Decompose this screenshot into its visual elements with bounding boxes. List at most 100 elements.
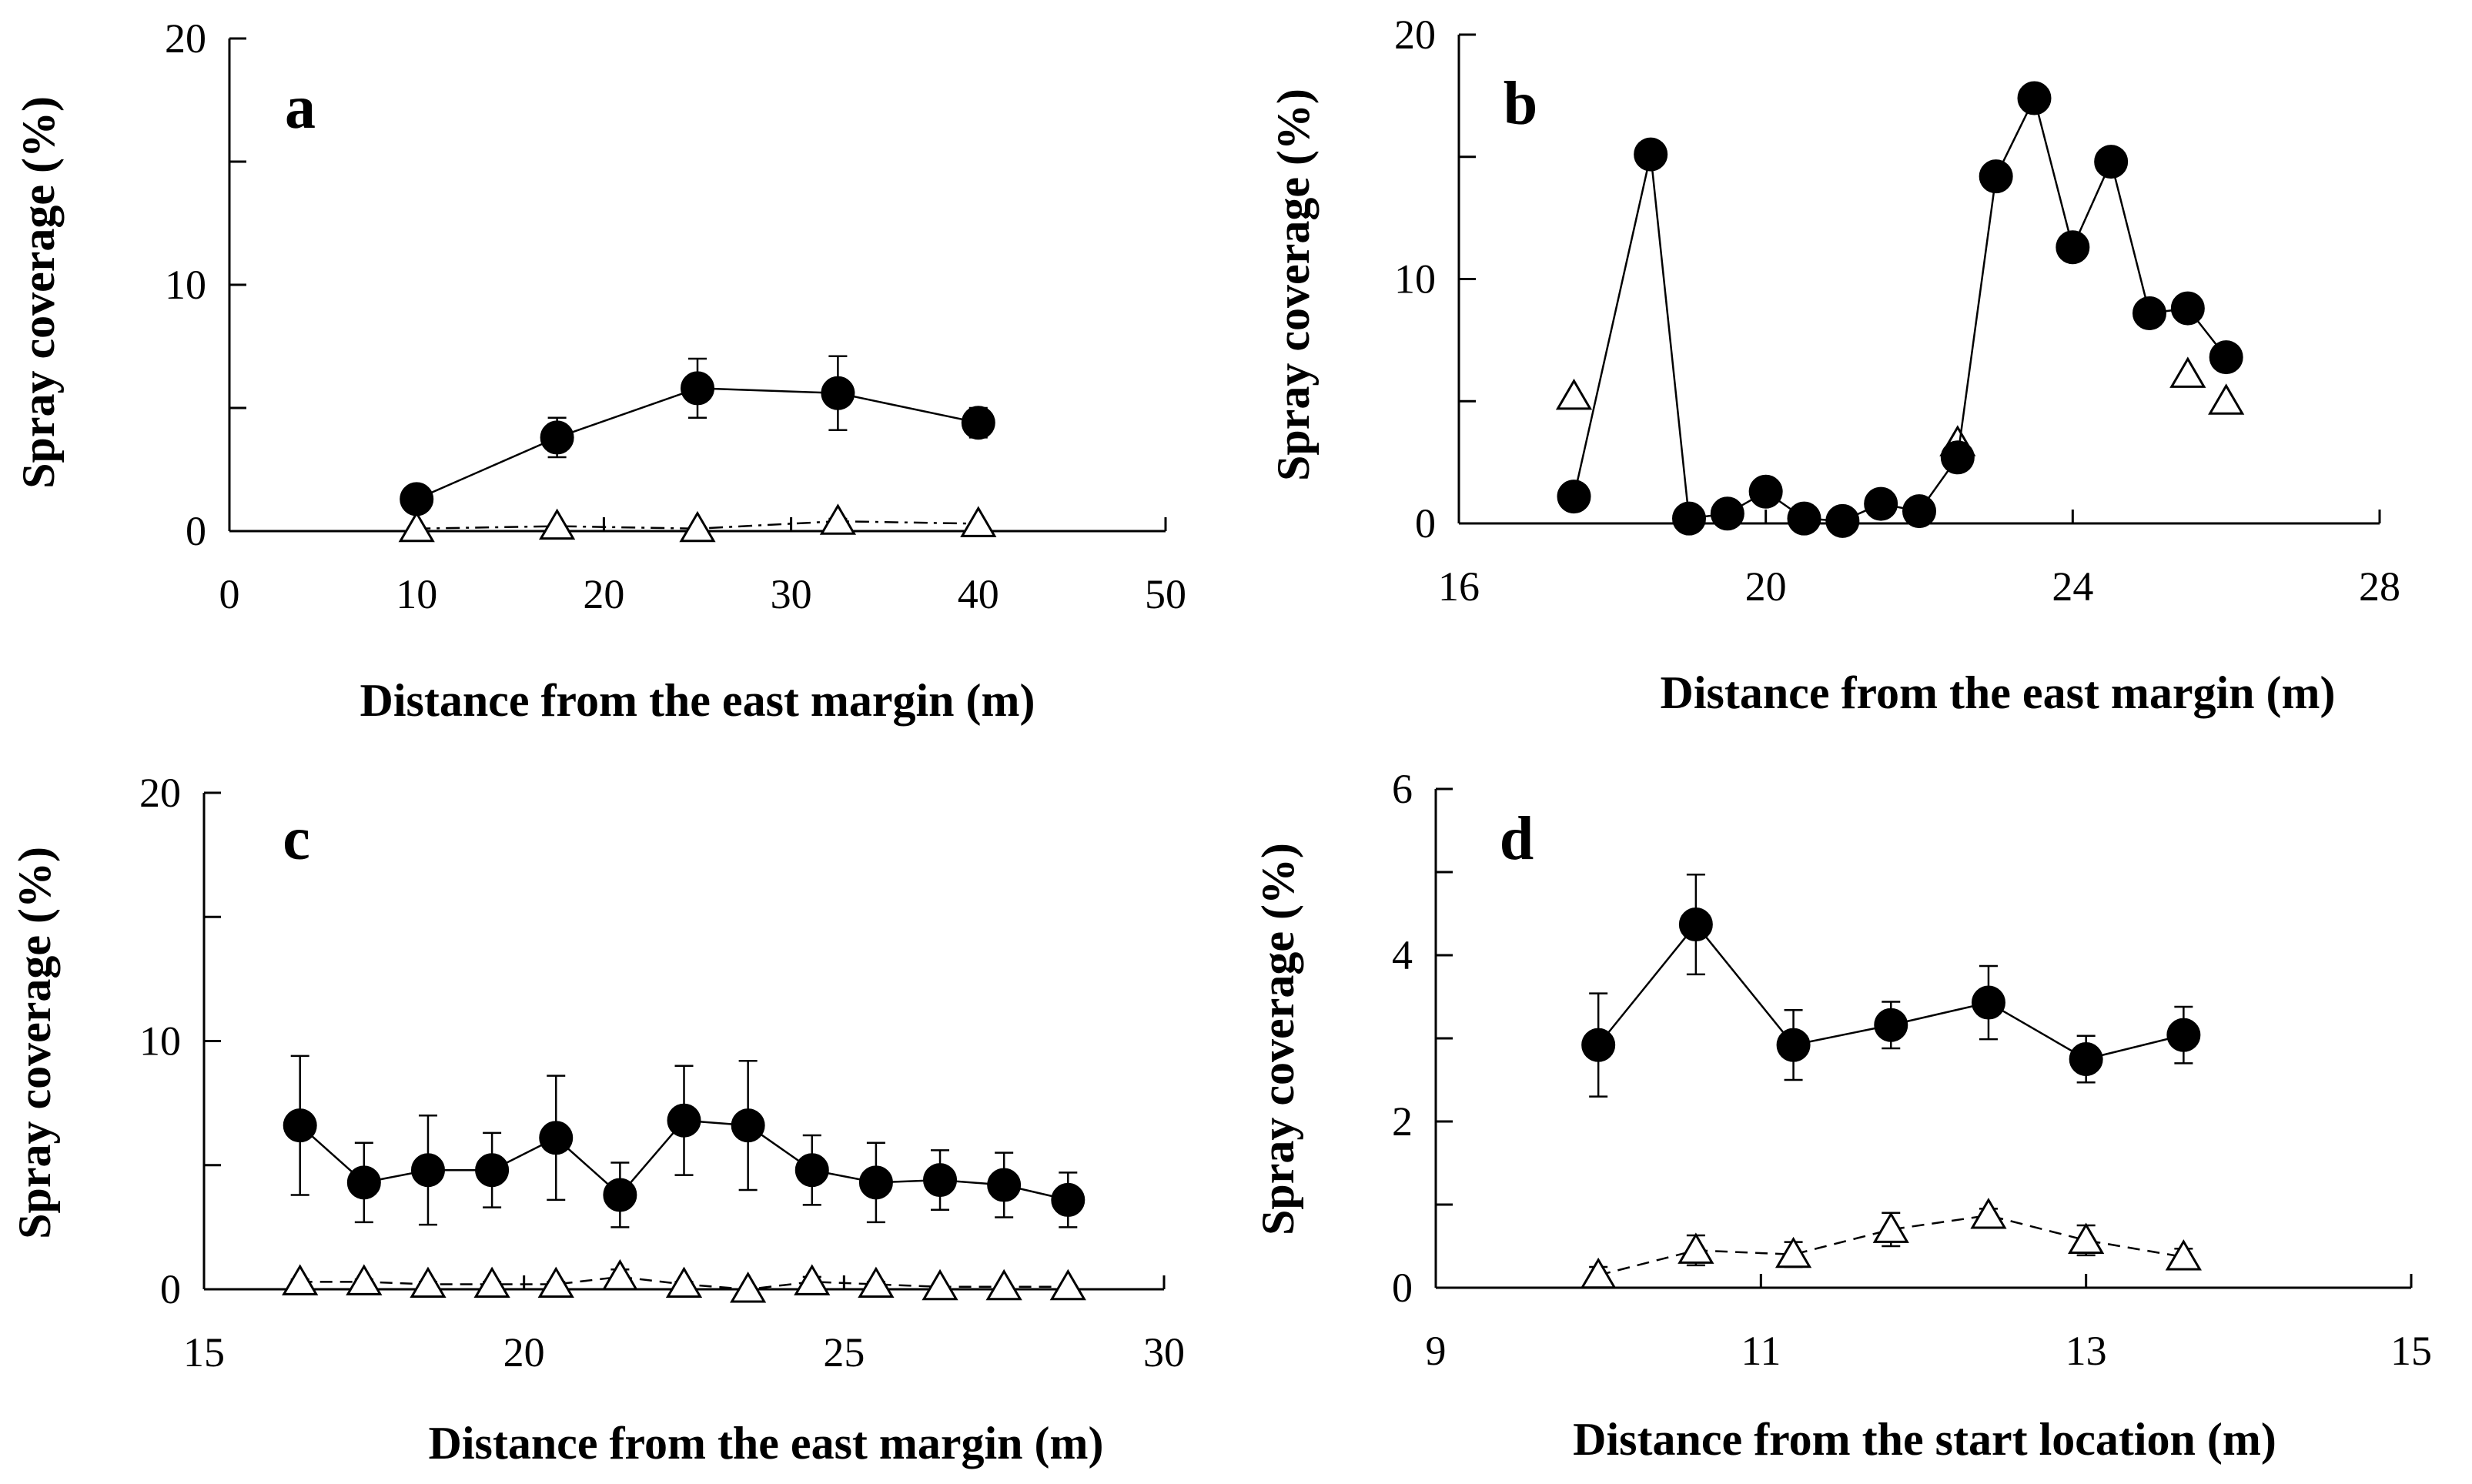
panel-d: 0 2 4 6 9 11 13 15 Distance from the start locat… [1253,766,2432,1465]
x-tick-label: 25 [823,1329,865,1375]
y-tick-label: 0 [1392,1265,1413,1311]
series-line [1574,99,2226,521]
chart-figure: 010200 10 20 30 40 50Distance from the east m… [0,0,2472,1484]
x-tick-label: 15 [2390,1328,2432,1374]
x-tick-label: 28 [2359,563,2400,610]
data-point-circle [988,1169,1020,1202]
y-tick-label: 0 [160,1266,181,1312]
y-tick-label: 2 [1392,1098,1413,1145]
data-point-circle [2070,1043,2102,1075]
panel-a: 0 10 20 0 10 20 30 40 50 Distance from the east m… [13,15,1186,726]
data-point-circle [1980,160,2012,192]
y-tick-label: 20 [1394,12,1436,58]
data-point-circle [1903,495,1935,527]
data-point-circle [1582,1029,1614,1061]
x-tick-label: 15 [183,1329,225,1375]
data-point-triangle [962,508,995,536]
data-point-circle [1711,497,1744,530]
data-point-circle [1826,505,1858,537]
data-point-triangle [668,1269,701,1297]
x-axis-label: Distance from the east margin (m) [428,1418,1103,1469]
panel-label: a [285,74,316,142]
data-point-circle [2167,1019,2199,1051]
y-tick-label: 10 [139,1018,181,1065]
data-point-circle [1673,503,1705,535]
data-point-circle [284,1109,316,1141]
panel-c: 0 10 20 15 20 25 30 Distance from the east marg… [9,770,1185,1469]
data-point-triangle [400,513,433,541]
y-tick-label: 6 [1392,766,1413,812]
data-point-circle [2172,292,2204,325]
panel-label: d [1500,805,1534,873]
y-axis-label: Spray coverage (%) [13,96,64,489]
data-point-circle [796,1154,828,1186]
series-open-triangles [284,1262,1085,1302]
x-tick-label: 50 [1145,571,1186,617]
x-axis-label: Distance from the east margin (m) [1660,667,2335,718]
data-point-triangle [604,1262,636,1289]
data-point-circle [1558,480,1591,513]
data-point-circle [1972,987,2005,1019]
data-point-circle [668,1105,701,1137]
data-point-circle [476,1154,508,1186]
x-tick-label: 0 [219,571,240,617]
x-tick-label: 10 [396,571,437,617]
data-point-triangle [821,506,854,533]
panel-b: 0102016 20 24 28Distance from the east marg… [1268,12,2400,718]
x-tick-label: 13 [2066,1328,2107,1374]
data-point-triangle [681,513,714,541]
data-point-triangle [1052,1272,1084,1299]
x-tick-label: 11 [1741,1328,1781,1374]
x-tick-label: 30 [771,571,812,617]
data-point-triangle [284,1266,316,1294]
x-axis-label: Distance from the east margin (m) [360,675,1035,726]
data-point-circle [681,372,714,404]
y-tick-label: 0 [186,508,206,554]
x-tick-label: 24 [2052,563,2093,610]
data-point-triangle [860,1269,892,1297]
series-filled-circles [284,1056,1085,1228]
series-filled-circles [1582,874,2199,1096]
y-tick-label: 10 [165,262,206,308]
y-axis-label: Spray coverage (%) [1268,89,1319,481]
data-point-circle [2056,231,2089,263]
data-point-triangle [541,511,574,539]
data-point-circle [860,1166,892,1198]
data-point-circle [412,1154,444,1186]
y-tick-label: 4 [1392,932,1413,978]
data-point-circle [604,1178,636,1211]
series-open-triangles [1582,1200,2199,1288]
data-point-circle [1788,503,1821,535]
data-point-triangle [2210,386,2243,413]
x-tick-label: 30 [1143,1329,1185,1375]
data-point-circle [821,377,854,409]
data-point-circle [1052,1184,1084,1216]
x-tick-label: 16 [1438,563,1480,610]
series-filled-circles [400,356,995,516]
data-point-triangle [2070,1225,2102,1252]
data-point-circle [540,1121,572,1154]
data-point-triangle [348,1266,380,1294]
x-tick-label: 20 [503,1329,545,1375]
x-tick-label: 20 [1745,563,1787,610]
series-open-triangles [400,506,995,541]
y-axis-label: Spray coverage (%) [1253,843,1303,1235]
panel-label: c [283,805,310,873]
data-point-triangle [1680,1235,1712,1262]
series-filled-circles [1558,82,2243,537]
data-point-circle [541,421,574,453]
data-point-circle [1942,441,1974,473]
data-point-circle [2210,341,2243,373]
data-point-circle [1778,1029,1810,1061]
y-axis-label: Spray coverage (%) [9,847,60,1239]
data-point-triangle [1558,381,1591,409]
data-point-circle [1865,488,1897,520]
data-point-triangle [476,1269,508,1297]
series-open-triangles [1558,359,2243,455]
data-point-triangle [1778,1239,1810,1267]
y-tick-label: 20 [139,770,181,816]
data-point-circle [2133,297,2166,329]
x-tick-label: 20 [583,571,624,617]
data-point-triangle [796,1266,828,1294]
data-point-circle [924,1164,956,1196]
